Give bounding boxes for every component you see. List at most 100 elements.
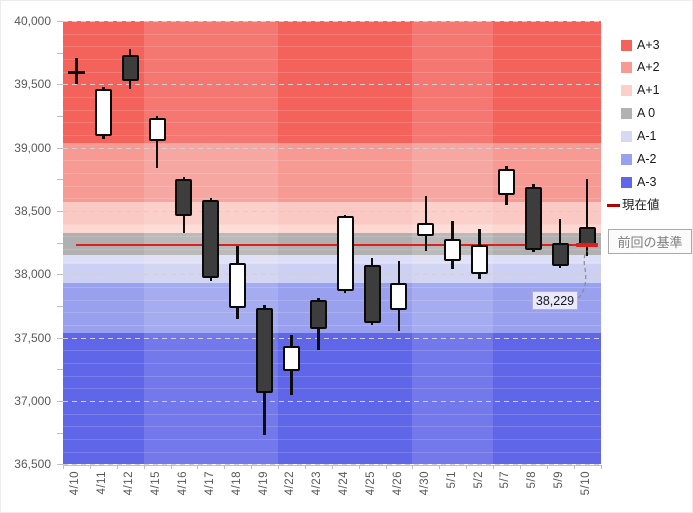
band-A+1 (63, 224, 601, 233)
x-axis-tick-mark (493, 465, 494, 469)
y-axis-tick-mark (57, 210, 63, 212)
band-A-1 (63, 264, 601, 284)
grid-minor-line (63, 388, 601, 390)
legend-color-swatch-icon (621, 62, 632, 74)
x-axis-tick-mark (278, 465, 279, 469)
grid-minor-line (63, 185, 601, 187)
x-axis-tick-label: 5/10 (580, 471, 593, 496)
candle-wick (155, 115, 159, 168)
band-A+1 (63, 202, 601, 225)
x-axis-tick-mark (304, 465, 306, 469)
grid-minor-line (63, 172, 601, 174)
grid-major-line (63, 464, 601, 466)
x-axis-tick-label: 5/1 (445, 471, 458, 489)
x-axis-tick-label: 5/9 (553, 471, 566, 489)
candle-doji (67, 71, 85, 75)
legend-item-label: A-2 (637, 152, 657, 166)
x-axis-tick-mark (170, 465, 172, 469)
grid-major-line (63, 274, 601, 276)
band-A-3 (63, 332, 601, 465)
candle-body-bear (363, 264, 381, 324)
candle-body-bull (94, 89, 112, 137)
y-axis-tick-mark (57, 84, 63, 86)
x-axis-tick-mark (519, 465, 521, 469)
grid-major-line (63, 400, 601, 402)
grid-minor-line (63, 109, 601, 111)
x-axis-tick-label: 5/2 (472, 471, 485, 489)
x-axis-tick-label: 4/12 (123, 471, 136, 496)
candle-body-bull (471, 244, 489, 275)
grid-minor-line (63, 426, 601, 428)
grid-minor-line (63, 33, 601, 35)
x-axis-tick-mark (116, 465, 118, 469)
legend-item-label: A-1 (637, 129, 657, 144)
y-axis-tick-mark (57, 179, 63, 181)
candle-body-bull (444, 239, 462, 261)
x-axis-tick-label: 4/15 (150, 471, 163, 496)
x-axis-tick-mark (439, 465, 441, 469)
x-axis-tick-mark (197, 465, 199, 469)
candle-wick (75, 57, 78, 84)
grid-minor-line (63, 122, 601, 124)
grid-minor-line (63, 324, 601, 326)
x-axis-tick-label: 4/11 (96, 471, 109, 495)
candle-body-bull (229, 262, 247, 308)
legend-color-swatch-icon (621, 154, 632, 165)
current-value-line (76, 243, 588, 246)
legend: A+3 A+2 A+1 A 0 A-1 A-2 A-3 現在値 (607, 31, 692, 221)
y-axis-tick-mark (57, 432, 63, 434)
legend-color-swatch-icon (621, 39, 632, 51)
x-axis-tick-label: 4/10 (69, 471, 82, 496)
x-axis-tick-mark (385, 465, 387, 469)
y-axis-tick-label: 39,500 (14, 77, 51, 92)
y-axis-tick-mark (57, 242, 63, 244)
y-axis-tick-mark (57, 115, 63, 117)
legend-item-label: 現在値 (622, 197, 660, 212)
legend-item-label: A+2 (637, 60, 660, 75)
x-axis-tick-mark (466, 465, 468, 469)
legend-item-label: A+1 (637, 83, 660, 98)
grid-minor-line (63, 286, 601, 288)
candle-body-bear (524, 186, 542, 250)
x-axis-tick-mark (143, 465, 145, 469)
grid-major-line (63, 84, 601, 86)
x-axis-tick-mark (251, 465, 253, 469)
legend-item-label: A 0 (637, 106, 656, 121)
grid-major-line (63, 337, 601, 339)
y-axis-tick-label: 38,500 (14, 203, 51, 218)
candle-body-bear (121, 54, 139, 82)
candle-wick (585, 179, 589, 256)
y-axis-tick-mark (57, 369, 63, 371)
x-axis-tick-label: 4/18 (230, 471, 243, 496)
candle-body-bear (175, 179, 193, 217)
legend-color-swatch-icon (621, 176, 632, 188)
x-axis-tick-mark (89, 465, 91, 469)
y-axis-tick-label: 38,000 (14, 267, 51, 282)
grid-minor-line (63, 236, 601, 238)
y-axis-tick-mark (57, 274, 63, 276)
grid-minor-line (63, 312, 601, 314)
candle-body-bear (256, 307, 274, 393)
y-axis-tick-mark (57, 400, 63, 402)
band-A-2 (63, 283, 601, 333)
legend-color-swatch-icon (621, 85, 632, 97)
x-axis-tick-mark (546, 465, 548, 469)
grid-minor-line (63, 350, 601, 352)
grid-major-line (63, 21, 601, 22)
band-A-1 (63, 255, 601, 265)
x-axis-tick-label: 4/23 (311, 471, 324, 496)
y-axis-tick-label: 37,000 (14, 393, 51, 408)
x-axis-tick-label: 4/25 (365, 471, 378, 496)
x-axis-tick-mark (412, 465, 414, 469)
candle-body-bear (309, 299, 327, 329)
grid-minor-line (63, 58, 601, 60)
grid-minor-line (63, 198, 601, 200)
x-axis-tick-label: 4/30 (418, 471, 431, 496)
x-axis-tick-mark (331, 465, 333, 469)
candle-body-bull (417, 223, 435, 237)
candle-body-bull (390, 283, 408, 310)
legend-color-swatch-icon (621, 131, 632, 143)
y-axis-tick-label: 36,500 (14, 457, 51, 472)
